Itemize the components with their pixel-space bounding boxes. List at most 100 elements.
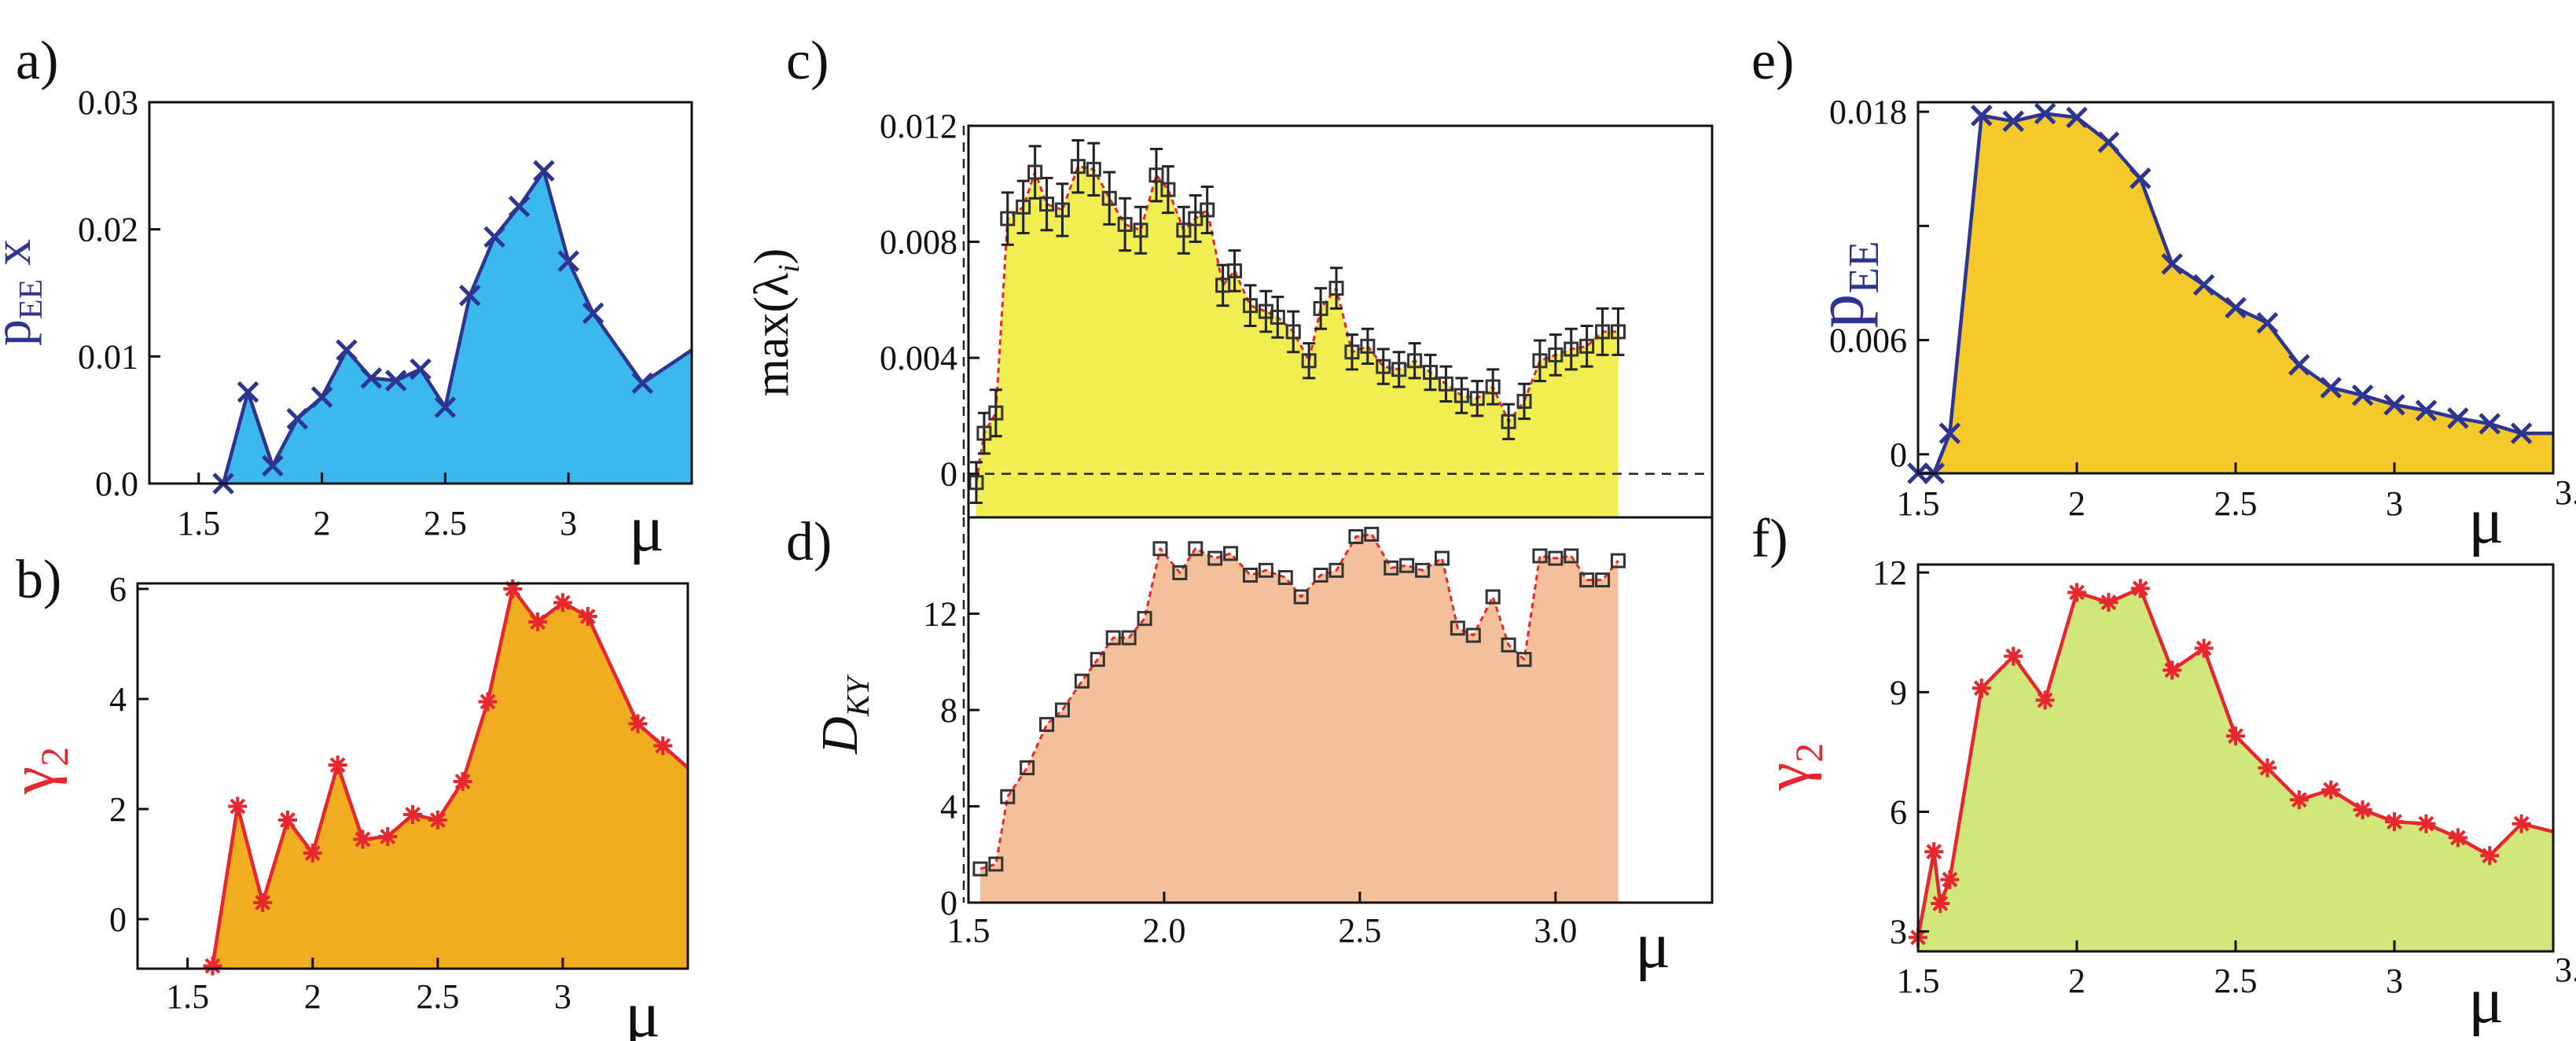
data-point <box>2130 579 2150 598</box>
data-point <box>1465 627 1481 643</box>
error-bar <box>1533 339 1546 383</box>
data-point <box>2002 110 2024 132</box>
series-line <box>979 532 1619 870</box>
x-axis-label: μ <box>1635 909 1670 982</box>
x-tick-label: 2.5 <box>416 977 459 1016</box>
data-point <box>2288 354 2310 376</box>
data-point <box>2351 384 2374 406</box>
x-tick-label: 2.5 <box>1338 911 1381 950</box>
data-point <box>1532 353 1548 369</box>
data-point <box>1564 548 1579 564</box>
data-point <box>458 284 481 307</box>
data-point <box>1407 353 1423 369</box>
series-line <box>1918 112 2553 476</box>
data-point <box>1054 702 1070 718</box>
error-bar <box>1392 351 1406 388</box>
data-point <box>1501 414 1516 429</box>
x-tick-label: 2.5 <box>2214 484 2258 523</box>
data-point <box>262 454 284 477</box>
data-point <box>2130 167 2152 189</box>
error-bar <box>1028 145 1042 200</box>
error-bar <box>1134 205 1148 255</box>
error-bar <box>1287 310 1300 354</box>
y-tick-label: 4 <box>940 788 957 826</box>
area-fill <box>976 166 1619 517</box>
data-point <box>533 160 555 182</box>
y-tick-label: 0.0 <box>95 465 138 503</box>
data-point <box>2385 812 2404 832</box>
error-bar <box>1303 342 1316 380</box>
panel-label: c) <box>786 31 829 91</box>
x-tick-label: 1.5 <box>1897 484 1940 523</box>
plot-frame <box>148 101 693 485</box>
panel-d: 0 4 8 12 1.5 2.0 2.5 3.0 d) μ DKY <box>786 512 1714 982</box>
y-tick-label: 9 <box>1890 673 1907 712</box>
data-point <box>2192 274 2215 296</box>
data-point <box>378 827 398 846</box>
data-point <box>1016 199 1031 215</box>
data-point <box>1924 842 1944 862</box>
x-tick-label: 3.0 <box>1534 911 1577 950</box>
y-tick-label: 0.03 <box>78 83 138 122</box>
data-point <box>1101 190 1117 206</box>
data-point <box>1277 570 1293 586</box>
y-tick-label: 0 <box>940 455 957 494</box>
error-bar <box>1486 368 1500 406</box>
data-point <box>453 772 472 791</box>
data-point <box>2066 106 2088 129</box>
data-point <box>1000 789 1016 804</box>
error-bar <box>1518 382 1531 421</box>
data-point <box>1399 557 1415 573</box>
data-point <box>1000 211 1016 226</box>
error-bar <box>1056 182 1069 237</box>
data-point <box>508 195 531 218</box>
error-bar <box>1424 353 1437 392</box>
x-tick-label: 3 <box>2386 484 2403 523</box>
panel-f: 3 6 9 12 1.5 2 2.5 3 3.5 f) μ γ2 <box>1751 509 2576 1037</box>
error-bar <box>977 411 990 455</box>
data-point <box>483 226 505 248</box>
data-point <box>1595 572 1611 588</box>
data-point <box>328 756 347 774</box>
data-point <box>1469 391 1485 406</box>
data-point <box>2256 312 2279 334</box>
panel-a: 0.0 0.01 0.02 0.03 1.5 2 2.5 3 a) μ pEE x <box>0 31 693 565</box>
data-point <box>1485 589 1501 605</box>
data-point <box>653 736 673 756</box>
data-point <box>1391 362 1407 377</box>
data-point <box>2161 252 2183 275</box>
panel-e: 0 0.006 0.018 1.5 2 2.5 3 3.5 e) μ pEE <box>1751 31 2576 557</box>
data-point <box>1054 202 1070 218</box>
data-point <box>1039 197 1055 212</box>
data-point <box>1039 716 1055 732</box>
y-tick-label: 12 <box>923 595 957 634</box>
data-point <box>1532 548 1548 564</box>
data-point <box>1133 223 1148 238</box>
data-point <box>1344 344 1360 360</box>
data-point <box>1074 673 1090 689</box>
error-bar <box>1001 191 1014 246</box>
data-point <box>1313 568 1328 583</box>
y-tick-label: 0.018 <box>1829 93 1907 131</box>
series-line <box>221 169 693 484</box>
data-point <box>988 856 1004 872</box>
data-point <box>277 811 297 829</box>
data-point <box>403 805 422 824</box>
data-point <box>1020 760 1035 775</box>
x-tick-label: 3 <box>560 504 577 543</box>
x-axis-label: μ <box>625 978 660 1041</box>
data-point <box>1972 679 1991 698</box>
area-fill <box>1918 113 2553 473</box>
y-tick-label: 3 <box>1890 913 1907 951</box>
data-point <box>2258 758 2277 778</box>
data-point <box>2416 814 2436 833</box>
y-tick-label: 0.004 <box>880 339 957 377</box>
data-point <box>972 861 988 877</box>
data-point <box>2321 780 2341 800</box>
data-point <box>2004 646 2023 666</box>
data-point <box>1579 572 1595 588</box>
area-fill <box>1918 588 2553 951</box>
x-tick-label: 1.5 <box>947 911 990 950</box>
error-bar <box>1200 185 1214 234</box>
data-point <box>2289 790 2309 810</box>
